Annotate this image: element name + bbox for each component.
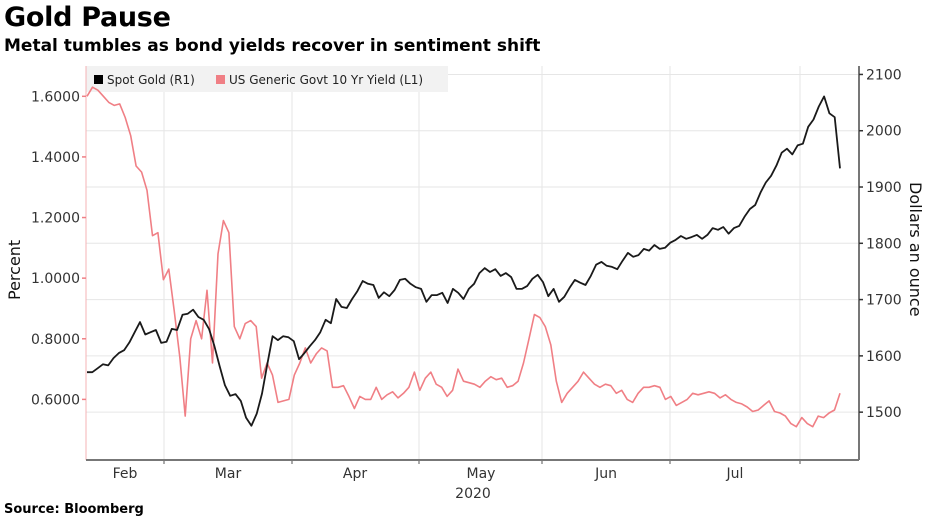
right-axis-tick-label: 2100 [866, 67, 902, 83]
right-axis-tick-label: 1800 [866, 236, 902, 252]
legend-label-gold: Spot Gold (R1) [107, 73, 195, 87]
source-note: Source: Bloomberg [4, 502, 144, 517]
legend-swatch-gold [94, 75, 103, 84]
left-axis-tick-label: 0.6000 [31, 392, 80, 408]
yield-series-line [86, 86, 841, 428]
right-axis-title: Dollars an ounce [906, 182, 925, 317]
left-axis-tick-label: 1.4000 [31, 150, 80, 166]
left-axis-tick-label: 0.8000 [31, 332, 80, 348]
chart-subtitle: Metal tumbles as bond yields recover in … [4, 36, 541, 56]
x-tick-label: Jun [594, 466, 617, 482]
right-axis-tick-label: 1500 [866, 405, 902, 421]
chart-title: Gold Pause [4, 2, 171, 33]
right-axis-tick-label: 1600 [866, 349, 902, 365]
gold-series-line [87, 95, 841, 427]
left-axis-tick-label: 1.2000 [31, 211, 80, 227]
legend-background [86, 66, 448, 92]
legend-swatch-yield [216, 75, 225, 84]
left-axis-tick-label: 1.0000 [31, 271, 80, 287]
x-tick-label: Apr [343, 466, 367, 482]
left-axis-tick-label: 1.6000 [31, 89, 80, 105]
left-axis-title: Percent [5, 240, 24, 300]
right-axis-tick-label: 1900 [866, 180, 902, 196]
x-tick-label: May [467, 466, 496, 482]
x-tick-label: Jul [726, 466, 744, 482]
x-tick-label: Mar [215, 466, 242, 482]
axes: Feb Mar Apr May Jun Jul 1.6000 1.4000 1.2000 1.00… [31, 66, 902, 482]
right-axis-tick-label: 1700 [866, 293, 902, 309]
grid [86, 66, 859, 460]
legend-label-yield: US Generic Govt 10 Yr Yield (L1) [229, 73, 423, 87]
x-year-label: 2020 [455, 486, 491, 502]
right-axis-tick-label: 2000 [866, 124, 902, 140]
series-lines [86, 86, 841, 428]
x-tick-label: Feb [113, 466, 138, 482]
